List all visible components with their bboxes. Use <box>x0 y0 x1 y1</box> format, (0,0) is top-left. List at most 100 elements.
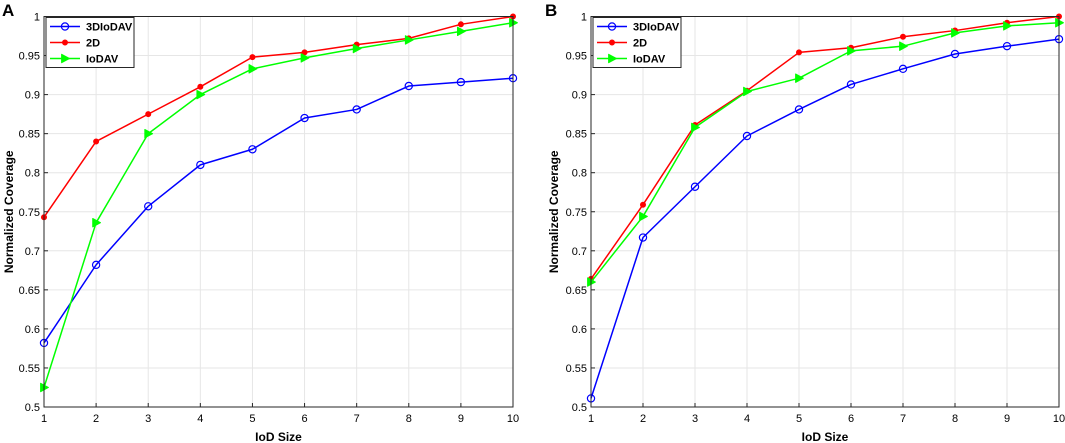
panel-a-series-line-iodav <box>43 22 514 388</box>
panel-a-point-3diodav-5 <box>248 145 257 154</box>
panel-b-y-tick-label: 0.95 <box>566 51 587 63</box>
panel-b-y-tick-label: 0.7 <box>572 246 587 258</box>
panel-a-y-tick-label: 0.95 <box>19 51 40 63</box>
panel-b-y-tick-label: 1 <box>581 12 587 24</box>
panel-a-y-tick-label: 0.9 <box>25 90 40 102</box>
panel-a-point-2d-3 <box>145 111 152 118</box>
panel-b-legend-label-2d: 2D <box>633 38 647 50</box>
panel-a-x-tick-label: 3 <box>145 413 151 425</box>
panel-a-legend-label-2d: 2D <box>86 38 100 50</box>
panel-b-y-axis-label: Normalized Coverage <box>547 150 561 273</box>
panel-b-legend: 3DIoDAV 2D IoDAV <box>592 17 682 68</box>
panel-a-letter: A <box>2 1 14 20</box>
panel-b-y-tick-label: 0.6 <box>572 324 587 336</box>
panel-b-series-line-2d <box>590 15 1060 280</box>
panel-b-series-line-iodav <box>590 21 1060 283</box>
panel-a-point-iodav-9 <box>456 26 466 37</box>
panel-b-legend-marker-3diodav <box>607 22 617 31</box>
panel-a-point-iodav-3 <box>144 128 154 139</box>
panel-a-y-axis-label: Normalized Coverage <box>2 150 16 273</box>
panel-a-x-tick-label: 2 <box>93 413 99 425</box>
panel-a-point-2d-2 <box>93 138 100 145</box>
panel-b-point-iodav-9 <box>1003 21 1012 31</box>
panel-b-point-iodav-6 <box>847 46 856 56</box>
panel-b-legend-label-3diodav: 3DIoDAV <box>633 22 680 34</box>
panel-a-x-tick-label: 8 <box>406 413 412 425</box>
panel-a-point-3diodav-8 <box>404 81 413 91</box>
panel-a-legend-marker-iodav <box>61 53 70 64</box>
panel-a-point-iodav-5 <box>248 64 258 74</box>
panel-b-letter: B <box>545 1 557 20</box>
panel-b-series-line-3diodav <box>590 38 1060 399</box>
panel-a-x-axis-label: IoD Size <box>255 430 302 443</box>
panel-a-series-line-3diodav <box>43 77 514 344</box>
panel-b-point-3diodav-4 <box>742 131 752 141</box>
panel-a-y-tick-label: 0.55 <box>19 363 40 375</box>
panel-b-point-3diodav-9 <box>1002 41 1012 51</box>
panel-b-point-3diodav-2 <box>638 233 648 242</box>
panel-a-y-tick-label: 0.65 <box>19 285 40 297</box>
panel-a-chart: A 1 2 3 4 5 6 7 8 9 10 0.5 0.55 0.6 0.65 0.7 0.75 0.8 0.8… <box>2 1 519 443</box>
panel-b-y-tick-label: 0.55 <box>566 363 587 375</box>
panel-a-y-tick-label: 0.85 <box>19 129 40 141</box>
panel-a-point-2d-5 <box>249 54 256 61</box>
panel-a-point-3diodav-2 <box>91 260 101 270</box>
panel-b-point-iodav-8 <box>951 28 960 38</box>
panel-a-x-tick-label: 6 <box>301 413 307 425</box>
panel-a-legend-marker-3diodav <box>60 22 70 31</box>
panel-a-legend-marker-2d <box>62 39 69 46</box>
panel-b-x-tick-label: 3 <box>692 413 698 425</box>
panel-a-series-line-2d <box>43 15 514 218</box>
panel-b-y-tick-label: 0.9 <box>572 90 587 102</box>
panel-b-y-tick-label: 0.5 <box>572 402 587 414</box>
panel-b-point-2d-5 <box>796 49 803 56</box>
panel-b-y-tick-label: 0.8 <box>572 168 587 180</box>
panel-b-y-tick-label: 0.85 <box>566 129 587 141</box>
panel-a-point-iodav-6 <box>300 53 310 63</box>
panel-b-y-tick-label: 0.75 <box>566 207 587 219</box>
panel-b-x-axis-label: IoD Size <box>802 430 849 443</box>
panel-b-point-iodav-4 <box>743 86 752 97</box>
panel-a-point-3diodav-3 <box>144 202 153 211</box>
panel-b-legend-marker-iodav <box>608 53 617 64</box>
panel-b-x-tick-label: 6 <box>848 413 854 425</box>
panel-a-x-tick-label: 4 <box>197 413 203 425</box>
panel-a-point-iodav-7 <box>352 43 362 54</box>
panel-a-point-3diodav-9 <box>456 77 466 87</box>
panel-b-x-tick-label: 10 <box>1053 413 1065 425</box>
panel-a-y-tick-label: 0.8 <box>25 168 40 180</box>
panel-b-x-tick-label: 2 <box>640 413 646 425</box>
panel-a-y-tick-label: 0.6 <box>25 324 40 336</box>
panel-a-point-3diodav-4 <box>196 160 205 170</box>
panel-b-point-iodav-3 <box>691 122 700 133</box>
panel-b-x-tick-label: 4 <box>744 413 750 425</box>
panel-b-point-3diodav-6 <box>846 80 856 89</box>
panel-a-y-tick-label: 1 <box>34 12 40 24</box>
panel-b-legend-marker-2d <box>609 39 616 46</box>
panel-a-x-tick-label: 9 <box>458 413 464 425</box>
panel-a-x-tick-label: 7 <box>354 413 360 425</box>
panel-b-x-tick-label: 7 <box>900 413 906 425</box>
panel-b-y-tick-label: 0.65 <box>566 285 587 297</box>
panel-b-point-3diodav-5 <box>794 105 804 114</box>
panel-a-point-3diodav-6 <box>300 113 309 123</box>
panel-a-point-2d-4 <box>197 83 204 90</box>
panel-a-x-tick-label: 1 <box>41 413 47 425</box>
panel-b-point-iodav-2 <box>639 211 648 222</box>
panel-a-point-2d-9 <box>457 21 464 28</box>
panel-a-legend-label-iodav: IoDAV <box>86 54 119 66</box>
panel-b-point-iodav-7 <box>899 41 908 51</box>
panel-b-legend-label-iodav: IoDAV <box>633 54 666 66</box>
panel-b-x-tick-label: 9 <box>1004 413 1010 425</box>
panel-a-x-tick-label: 5 <box>249 413 255 425</box>
panel-a-point-3diodav-7 <box>352 105 361 114</box>
panel-b-x-tick-label: 8 <box>952 413 958 425</box>
panel-b-point-3diodav-7 <box>898 64 908 74</box>
panel-b-point-iodav-5 <box>795 73 804 83</box>
panel-b-point-2d-7 <box>900 33 907 40</box>
panel-a-point-iodav-8 <box>404 35 414 45</box>
panel-b-point-2d-2 <box>640 201 647 208</box>
panel-a-legend-label-3diodav: 3DIoDAV <box>86 22 133 34</box>
panel-b-point-3diodav-8 <box>950 49 960 59</box>
